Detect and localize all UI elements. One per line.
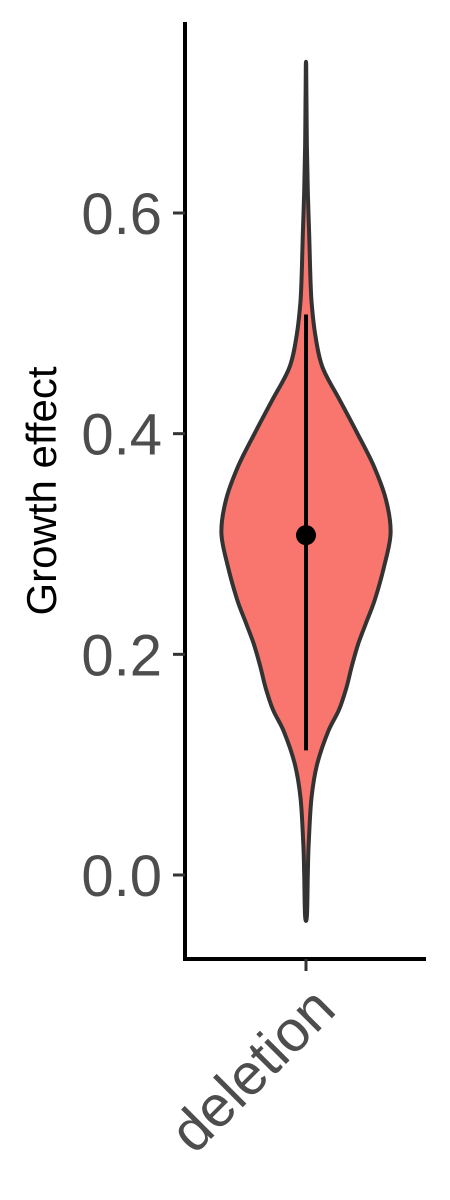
- y-ticks: 0.0 0.2 0.4 0.6: [81, 182, 185, 909]
- y-tick-label: 0.0: [81, 844, 162, 909]
- mean-point: [296, 525, 316, 546]
- y-tick-label: 0.4: [81, 403, 162, 468]
- y-tick-label: 0.6: [81, 182, 162, 247]
- plot-area: [219, 59, 393, 923]
- x-ticks: deletion: [158, 959, 348, 1165]
- y-tick-label: 0.2: [81, 623, 162, 688]
- y-axis-title: Growth effect: [18, 366, 65, 615]
- x-tick-label: deletion: [158, 975, 348, 1165]
